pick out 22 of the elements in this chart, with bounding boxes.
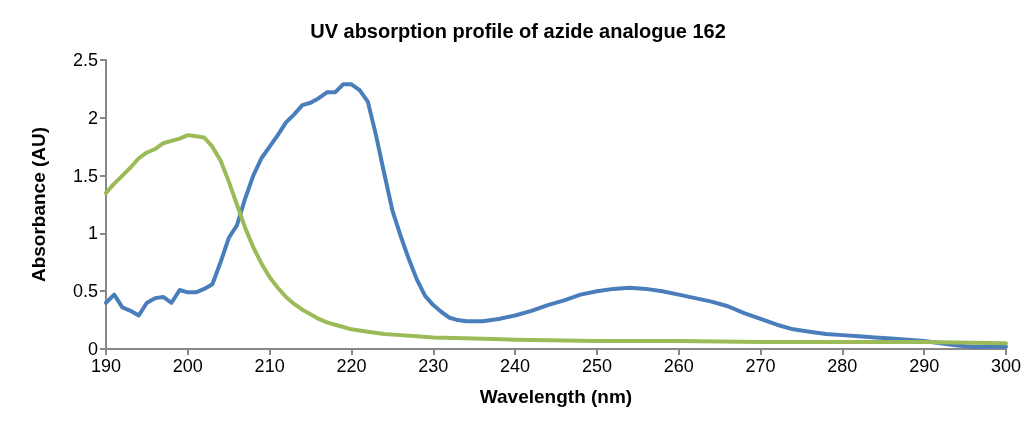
y-axis-title: Absorbance (AU) xyxy=(28,126,49,283)
x-tick-label: 260 xyxy=(663,356,694,376)
chart-title: UV absorption profile of azide analogue 162 xyxy=(310,20,726,42)
x-tick-label: 240 xyxy=(500,356,531,376)
x-tick-label: 220 xyxy=(336,356,367,376)
x-tick-label: 270 xyxy=(745,356,776,376)
x-tick-label: 250 xyxy=(581,356,612,376)
x-tick-label: 210 xyxy=(254,356,285,376)
y-tick-label: 1 xyxy=(87,223,98,244)
x-tick-label: 230 xyxy=(418,356,449,376)
x-tick-label: 200 xyxy=(172,356,203,376)
x-tick-label: 300 xyxy=(990,356,1022,376)
x-tick-label: 290 xyxy=(909,356,940,376)
x-tick-label: 190 xyxy=(90,356,122,376)
line-series xyxy=(104,133,1008,346)
y-tick-label: 0.5 xyxy=(72,281,98,302)
x-tick-label: 280 xyxy=(827,356,858,376)
y-tick-label: 2.5 xyxy=(72,50,98,70)
x-axis-title: Wavelength (nm) xyxy=(479,386,633,407)
y-tick-label: 2 xyxy=(87,107,98,128)
y-tick-label: 0 xyxy=(87,339,98,359)
y-tick-label: 1.5 xyxy=(72,165,98,186)
